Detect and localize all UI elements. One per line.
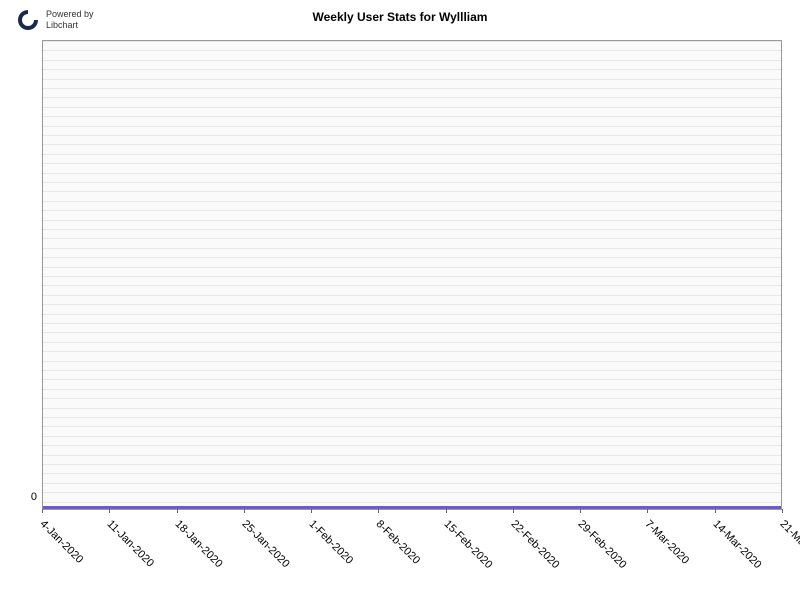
grid-line [43,220,781,221]
grid-line [43,88,781,89]
grid-line [43,426,781,427]
grid-line [43,398,781,399]
x-axis-label: 4-Jan-2020 [38,518,86,566]
x-tick [513,509,514,513]
grid-line [43,464,781,465]
grid-line [43,60,781,61]
x-axis-label: 1-Feb-2020 [307,518,356,567]
grid-line [43,304,781,305]
grid-line [43,445,781,446]
grid-line [43,201,781,202]
chart-title: Weekly User Stats for Wyllliam [313,10,488,24]
x-tick [782,509,783,513]
grid-line [43,361,781,362]
grid-line [43,492,781,493]
grid-line [43,229,781,230]
grid-line [43,79,781,80]
grid-line [43,126,781,127]
grid-line [43,351,781,352]
x-axis-label: 8-Feb-2020 [374,518,423,567]
grid-line [43,69,781,70]
grid-line [43,191,781,192]
grid-line [43,436,781,437]
x-tick [647,509,648,513]
grid-line [43,370,781,371]
grid-line [43,455,781,456]
grid-line [43,408,781,409]
grid-line [43,163,781,164]
x-axis-label: 18-Jan-2020 [172,518,224,570]
grid-line [43,135,781,136]
libchart-icon [16,8,40,32]
x-axis-labels: 4-Jan-202011-Jan-202018-Jan-202025-Jan-2… [42,512,782,592]
grid-line [43,314,781,315]
grid-line [43,41,781,42]
x-tick [42,509,43,513]
grid-line [43,257,781,258]
x-axis-label: 11-Jan-2020 [105,518,157,570]
grid-line [43,210,781,211]
logo-text: Powered by Libchart [46,9,94,31]
x-tick [311,509,312,513]
grid-line [43,295,781,296]
grid-line [43,285,781,286]
x-tick [244,509,245,513]
powered-by-text: Powered by [46,9,94,20]
grid-line [43,154,781,155]
x-axis-line [43,506,781,509]
x-tick [446,509,447,513]
x-axis-label: 14-Mar-2020 [710,518,763,571]
grid-line [43,483,781,484]
grid-line [43,182,781,183]
grid-line [43,238,781,239]
x-axis-label: 25-Jan-2020 [239,518,291,570]
grid-line [43,473,781,474]
grid-line [43,342,781,343]
x-tick [715,509,716,513]
grid-line [43,248,781,249]
grid-line [43,502,781,503]
grid-line [43,97,781,98]
grid-line [43,50,781,51]
x-tick [177,509,178,513]
grid-line [43,389,781,390]
grid-line [43,144,781,145]
grid-line [43,173,781,174]
grid-line [43,116,781,117]
grid-line [43,276,781,277]
x-axis-label: 15-Feb-2020 [441,518,494,571]
libchart-text: Libchart [46,20,94,31]
libchart-logo: Powered by Libchart [16,8,94,32]
grid-line [43,267,781,268]
x-tick [580,509,581,513]
x-tick [378,509,379,513]
x-axis-label: 29-Feb-2020 [576,518,629,571]
x-axis-label: 7-Mar-2020 [643,518,692,567]
x-axis-label: 22-Feb-2020 [508,518,561,571]
grid-line [43,107,781,108]
y-axis-label: 0 [31,491,37,503]
x-axis-label: 21-Mar-2020 [778,518,800,571]
plot-area: 0 [42,40,782,510]
x-tick [109,509,110,513]
grid-line [43,379,781,380]
grid-line [43,332,781,333]
grid-line [43,417,781,418]
grid-line [43,323,781,324]
